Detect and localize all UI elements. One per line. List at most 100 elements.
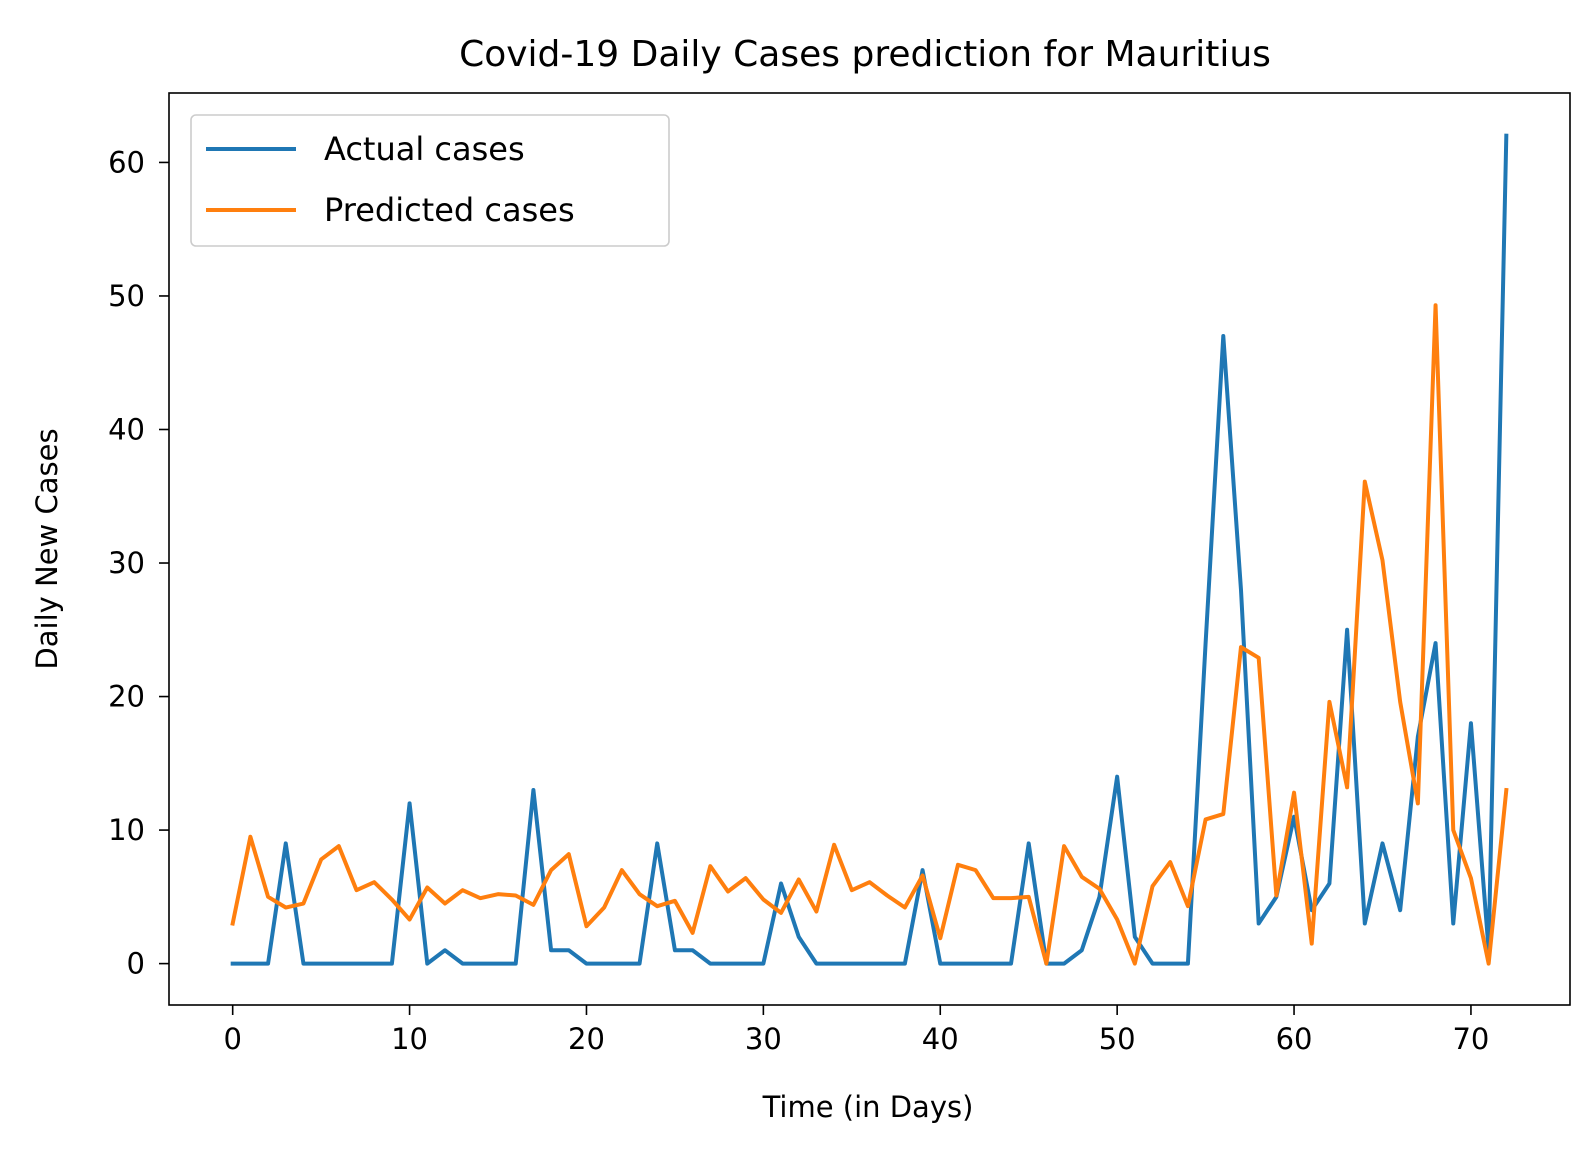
data-point-actual-cases [885, 962, 889, 966]
data-point-actual-cases [1363, 922, 1367, 926]
data-point-predicted-cases [266, 895, 270, 899]
data-point-predicted-cases [1380, 558, 1384, 562]
data-point-predicted-cases [231, 922, 235, 926]
data-point-actual-cases [1380, 841, 1384, 845]
data-point-predicted-cases [1274, 894, 1278, 898]
data-point-actual-cases [956, 962, 960, 966]
data-point-predicted-cases [602, 906, 606, 910]
data-point-predicted-cases [726, 890, 730, 894]
data-point-predicted-cases [991, 896, 995, 900]
data-point-actual-cases [868, 962, 872, 966]
data-point-actual-cases [549, 948, 553, 952]
data-point-actual-cases [921, 868, 925, 872]
data-point-actual-cases [1204, 641, 1208, 645]
data-point-actual-cases [1168, 962, 1172, 966]
data-point-actual-cases [408, 801, 412, 805]
x-tick-label: 70 [1452, 1022, 1489, 1056]
y-tick-label: 30 [108, 546, 145, 580]
series-line-predicted-cases [230, 303, 1509, 966]
data-point-predicted-cases [1115, 918, 1119, 922]
data-point-actual-cases [726, 962, 730, 966]
data-point-predicted-cases [1257, 656, 1261, 660]
data-point-actual-cases [814, 962, 818, 966]
data-point-predicted-cases [832, 843, 836, 847]
x-tick-label: 0 [223, 1022, 241, 1056]
data-point-predicted-cases [1168, 860, 1172, 864]
data-point-predicted-cases [1469, 876, 1473, 880]
data-point-actual-cases [1398, 908, 1402, 912]
data-point-predicted-cases [885, 894, 889, 898]
data-point-actual-cases [478, 962, 482, 966]
data-point-predicted-cases [319, 857, 323, 861]
data-point-predicted-cases [1221, 812, 1225, 816]
data-point-actual-cases [1345, 628, 1349, 632]
data-point-actual-cases [1027, 841, 1031, 845]
data-point-predicted-cases [1398, 700, 1402, 704]
x-tick-label: 10 [391, 1022, 428, 1056]
data-point-predicted-cases [814, 910, 818, 914]
plot-area [168, 92, 1571, 1006]
data-point-actual-cases [1151, 962, 1155, 966]
data-point-predicted-cases [355, 888, 359, 892]
data-point-predicted-cases [956, 863, 960, 867]
data-point-predicted-cases [567, 852, 571, 856]
x-axis-label: Time (in Days) [762, 1090, 974, 1124]
data-point-actual-cases [301, 962, 305, 966]
data-point-actual-cases [779, 881, 783, 885]
data-point-predicted-cases [301, 902, 305, 906]
data-point-actual-cases [1221, 334, 1225, 338]
y-axis-label: Daily New Cases [30, 428, 64, 669]
data-point-actual-cases [1080, 948, 1084, 952]
y-tick-label: 10 [108, 813, 145, 847]
data-point-predicted-cases [248, 835, 252, 839]
data-point-actual-cases [797, 935, 801, 939]
data-point-actual-cases [266, 962, 270, 966]
data-point-predicted-cases [1292, 791, 1296, 795]
y-tick-label: 20 [108, 680, 145, 714]
data-point-actual-cases [231, 962, 235, 966]
data-point-actual-cases [1504, 134, 1508, 138]
data-point-actual-cases [1062, 962, 1066, 966]
data-point-actual-cases [1469, 721, 1473, 725]
data-point-actual-cases [1327, 881, 1331, 885]
data-point-predicted-cases [638, 892, 642, 896]
data-point-predicted-cases [337, 844, 341, 848]
data-point-actual-cases [1009, 962, 1013, 966]
data-point-predicted-cases [1151, 884, 1155, 888]
data-point-actual-cases [496, 962, 500, 966]
data-point-predicted-cases [1451, 828, 1455, 832]
x-tick-label: 60 [1276, 1022, 1313, 1056]
data-point-predicted-cases [531, 903, 535, 907]
data-point-predicted-cases [850, 888, 854, 892]
data-point-predicted-cases [1327, 700, 1331, 704]
data-point-predicted-cases [1504, 788, 1508, 792]
y-tick-label: 60 [108, 145, 145, 179]
data-point-actual-cases [761, 962, 765, 966]
data-point-predicted-cases [744, 876, 748, 880]
plot-frame [168, 92, 1571, 1006]
data-point-actual-cases [708, 962, 712, 966]
data-point-predicted-cases [425, 885, 429, 889]
legend-label-predicted: Predicted cases [324, 191, 575, 229]
data-point-predicted-cases [514, 894, 518, 898]
data-point-actual-cases [372, 962, 376, 966]
data-point-actual-cases [691, 948, 695, 952]
data-point-predicted-cases [1239, 645, 1243, 649]
y-tick-label: 0 [127, 947, 145, 981]
data-point-actual-cases [1434, 641, 1438, 645]
data-point-actual-cases [514, 962, 518, 966]
y-tick-label: 50 [108, 279, 145, 313]
data-point-predicted-cases [1027, 895, 1031, 899]
x-tick-label: 50 [1099, 1022, 1136, 1056]
data-point-actual-cases [248, 962, 252, 966]
data-point-predicted-cases [761, 898, 765, 902]
data-point-predicted-cases [779, 911, 783, 915]
data-point-predicted-cases [1204, 817, 1208, 821]
data-point-predicted-cases [443, 902, 447, 906]
data-point-predicted-cases [655, 904, 659, 908]
x-tick-label: 40 [922, 1022, 959, 1056]
data-point-predicted-cases [496, 892, 500, 896]
data-point-actual-cases [744, 962, 748, 966]
data-point-actual-cases [390, 962, 394, 966]
